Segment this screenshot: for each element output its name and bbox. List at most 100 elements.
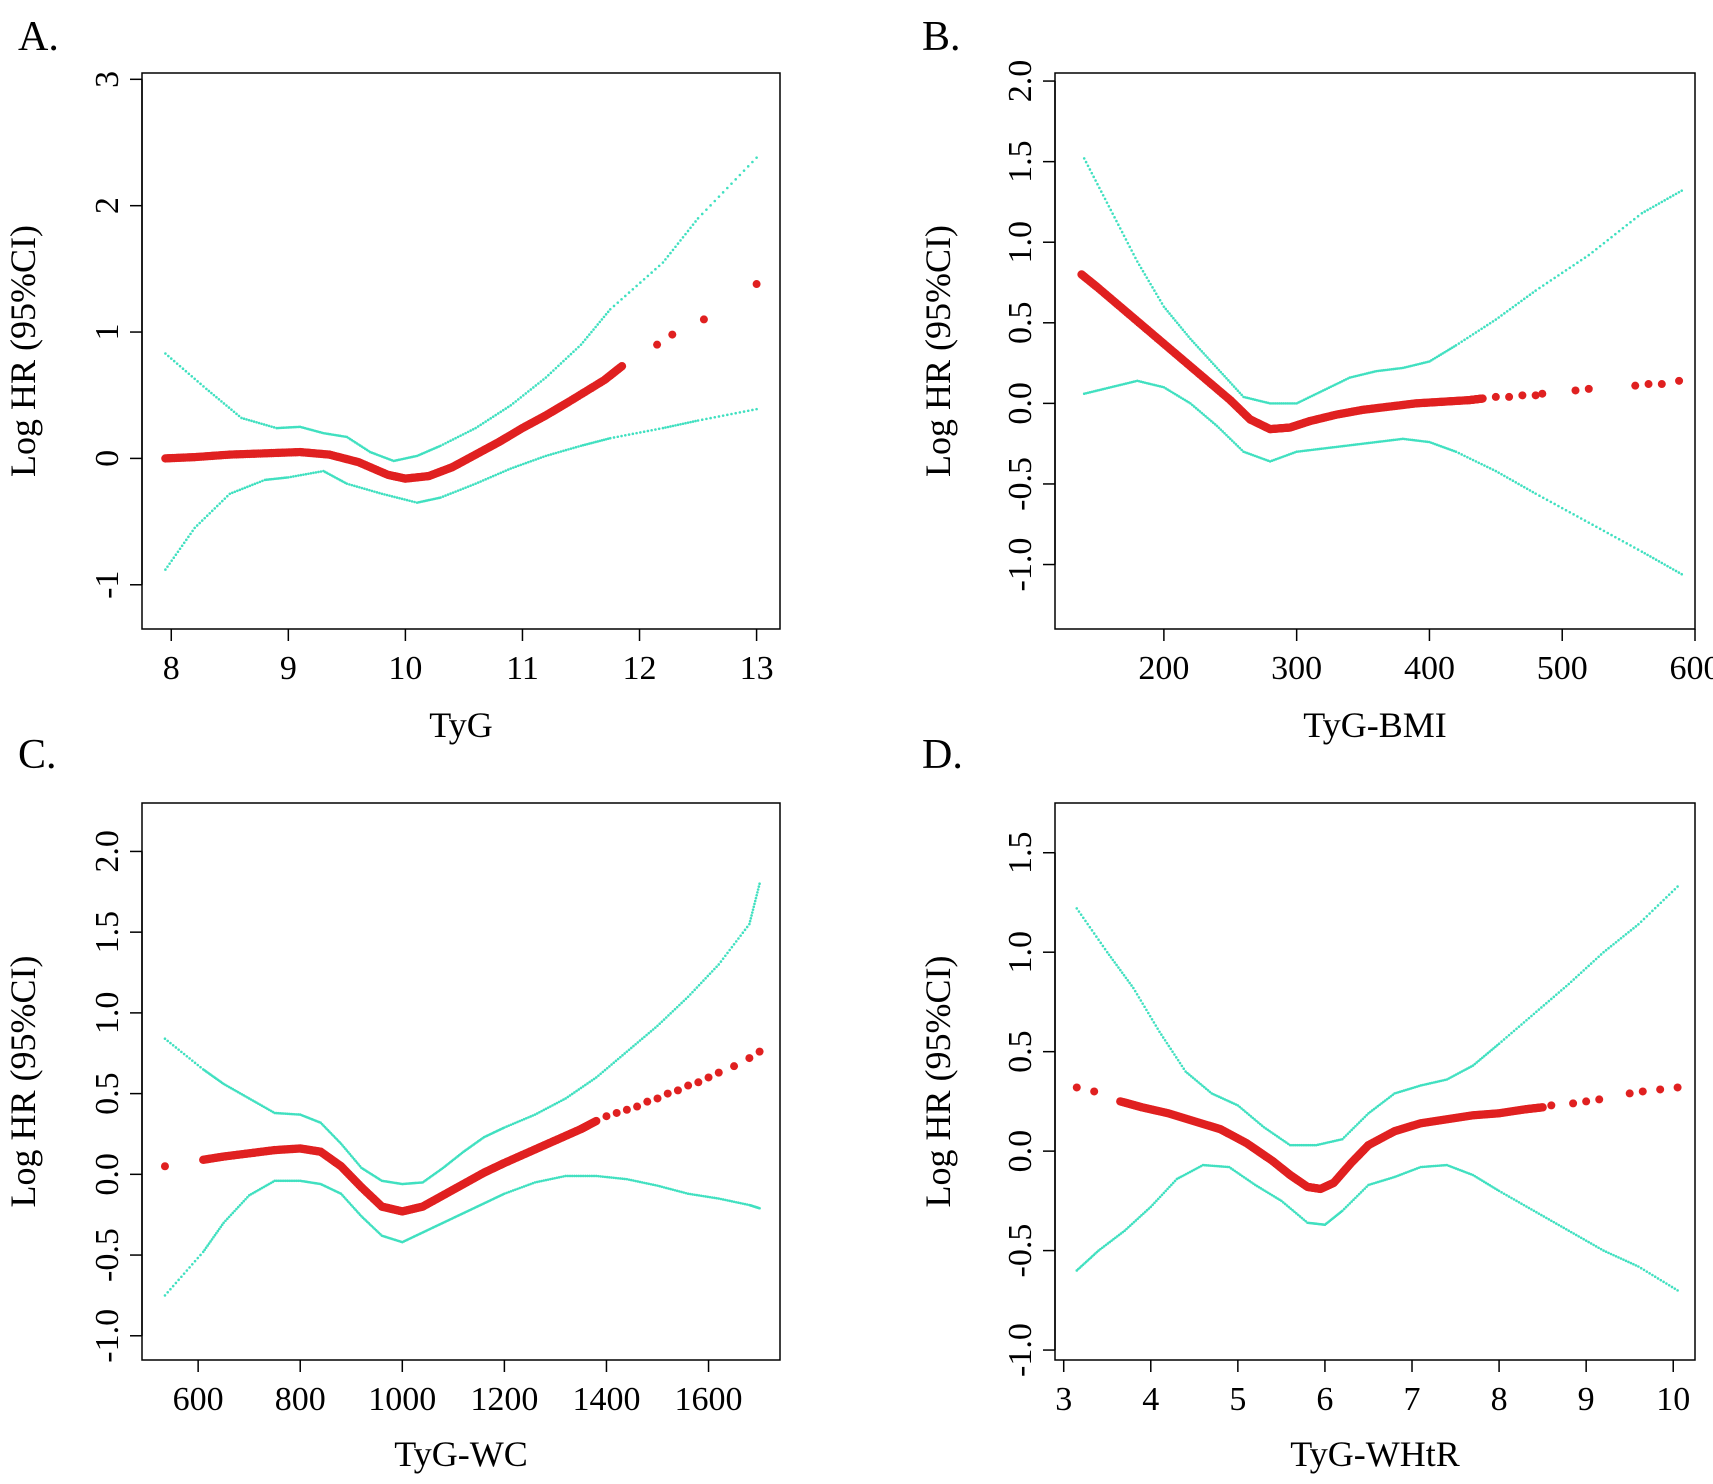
ci-point <box>1463 338 1466 342</box>
ci-point <box>590 1174 594 1178</box>
ci-point <box>1594 1245 1598 1248</box>
ci-point <box>1278 402 1281 405</box>
ci-point <box>1274 402 1278 405</box>
ci-point <box>540 1109 543 1113</box>
ci-point <box>1507 1195 1511 1198</box>
ci-point <box>275 1179 278 1183</box>
ci-point <box>163 1037 167 1041</box>
ci-point <box>537 457 540 460</box>
ci-point <box>1547 1218 1551 1221</box>
ci-point <box>516 398 520 401</box>
ci-point <box>405 498 409 502</box>
ci-point <box>213 507 217 510</box>
ci-point <box>661 261 665 264</box>
ci-point <box>1662 898 1665 902</box>
y-tick-label: 1.5 <box>89 911 126 954</box>
fit-point <box>1673 1083 1682 1092</box>
ci-point <box>1198 410 1202 413</box>
ci-point <box>1103 947 1107 951</box>
ci-point <box>651 1028 655 1031</box>
ci-point <box>1422 440 1426 443</box>
ci-point <box>1283 402 1287 405</box>
ci-point <box>738 173 742 177</box>
ci-point <box>1268 1192 1272 1196</box>
ci-point <box>627 1048 631 1052</box>
ci-point <box>295 1179 298 1183</box>
ci-point <box>619 1055 622 1059</box>
fit-point <box>714 1068 723 1077</box>
ci-point <box>1311 1143 1314 1147</box>
ci-point <box>1309 1143 1312 1147</box>
ci-point <box>1171 1050 1174 1053</box>
ci-point <box>542 378 545 381</box>
ci-point <box>1449 347 1452 351</box>
ci-point <box>737 937 740 940</box>
ci-point <box>647 1031 651 1035</box>
ci-point <box>236 489 239 493</box>
x-tick-label: 11 <box>506 650 539 687</box>
ci-point <box>1195 1079 1199 1083</box>
ci-point <box>586 1082 589 1085</box>
ci-point <box>1361 1117 1365 1121</box>
ci-point <box>1244 1110 1247 1113</box>
ci-point <box>1094 179 1097 182</box>
ci-point <box>581 443 585 447</box>
ci-point <box>1492 1047 1495 1050</box>
y-tick-label: 3 <box>89 71 126 88</box>
ci-point <box>1120 230 1124 234</box>
ci-point <box>1122 234 1126 238</box>
ci-point <box>734 178 737 181</box>
ci-point <box>691 420 695 423</box>
ci-point <box>1625 223 1629 227</box>
ci-point <box>507 1190 511 1194</box>
ci-point <box>1107 953 1111 957</box>
ci-point <box>1143 1210 1147 1214</box>
ci-point <box>614 1059 618 1063</box>
ci-point <box>1237 1172 1240 1175</box>
ci-point <box>748 919 752 923</box>
ci-point <box>642 430 646 433</box>
ci-point <box>1660 561 1664 565</box>
ci-point <box>734 411 737 415</box>
ci-point <box>579 1174 583 1178</box>
ci-point <box>341 1144 344 1147</box>
ci-point <box>459 488 462 491</box>
ci-point <box>1555 1222 1558 1225</box>
ci-point <box>1153 289 1156 292</box>
ci-point <box>1181 328 1185 332</box>
ci-point <box>297 474 300 477</box>
ci-point <box>1411 438 1414 442</box>
ci-point <box>464 431 467 435</box>
ci-point <box>1480 1179 1484 1182</box>
ci-point <box>1557 274 1560 277</box>
ci-point <box>368 488 371 492</box>
ci-point <box>212 393 216 397</box>
ci-point <box>1348 1130 1352 1134</box>
ci-point <box>572 350 575 354</box>
ci-point <box>1587 253 1591 257</box>
ci-point <box>669 251 672 255</box>
ci-point <box>1393 438 1397 442</box>
series-fit-dots <box>1072 1083 1682 1110</box>
ci-point <box>164 568 167 571</box>
ci-point <box>1255 1119 1258 1123</box>
ci-point <box>620 434 623 438</box>
ci-point <box>210 1238 214 1241</box>
ci-point <box>284 1179 287 1183</box>
ci-point <box>680 1190 683 1194</box>
ci-point <box>1369 1110 1372 1114</box>
ci-point <box>1247 1113 1251 1117</box>
ci-point <box>1166 388 1169 391</box>
ci-point <box>242 1199 246 1203</box>
ci-point <box>1612 1253 1615 1257</box>
ci-point <box>573 1174 576 1178</box>
ci-point <box>520 1185 524 1189</box>
ci-point <box>743 928 747 932</box>
ci-point <box>684 232 687 236</box>
ci-point <box>1212 1164 1216 1168</box>
ci-point <box>1479 1058 1482 1061</box>
ci-point <box>757 885 761 888</box>
ci-point <box>1136 260 1139 263</box>
ci-point <box>538 1180 541 1183</box>
